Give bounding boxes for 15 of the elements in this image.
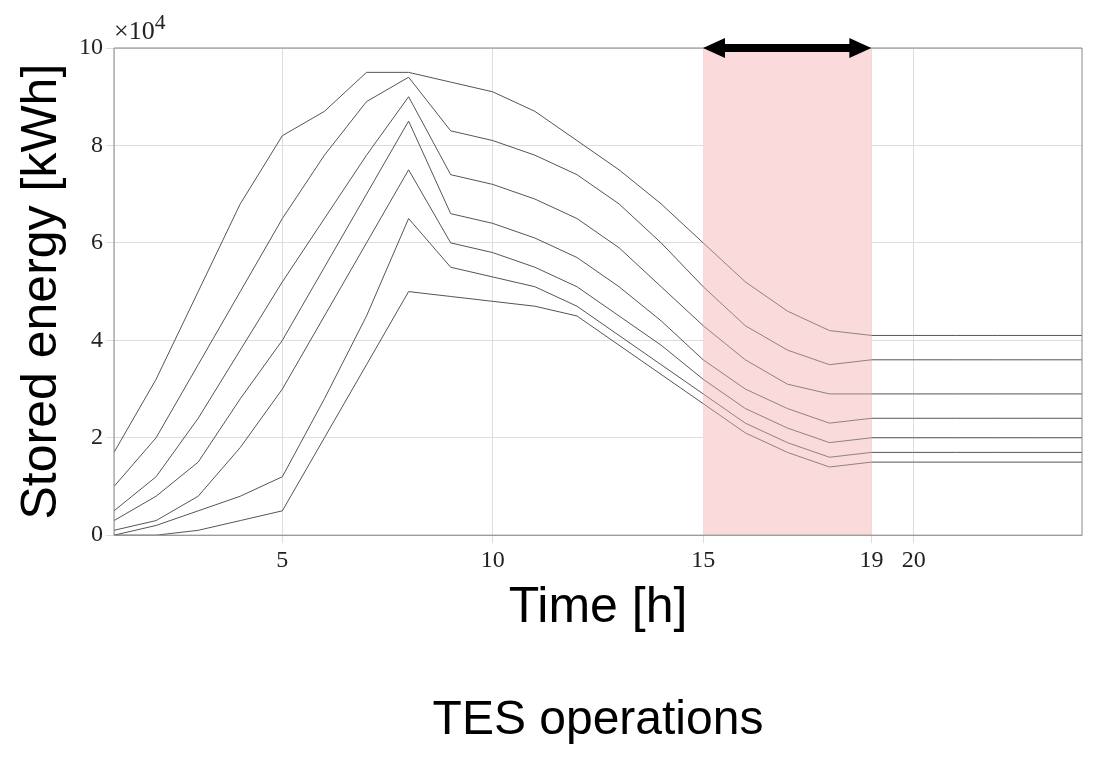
y-tick-label: 10 <box>79 33 103 60</box>
y-tick-label: 4 <box>91 325 103 352</box>
y-tick-label: 2 <box>91 423 103 450</box>
text: ×10$^{4}$ <box>114 10 166 46</box>
x-tick-label: 20 <box>901 545 926 572</box>
y-tick-label: 0 <box>91 520 103 547</box>
x-tick-label: 10 <box>480 545 505 572</box>
text: TES operations <box>431 690 765 745</box>
x-axis-title: Time [h] <box>508 576 688 633</box>
x-tick-label: 15 <box>691 545 716 572</box>
x-tick-label: 19 <box>859 545 884 572</box>
x-tick-label: 5 <box>276 545 289 572</box>
y-tick-label: 6 <box>91 228 103 255</box>
y-tick-label: 8 <box>91 130 103 157</box>
y-axis-title: Stored energy [kWh] <box>10 63 67 520</box>
